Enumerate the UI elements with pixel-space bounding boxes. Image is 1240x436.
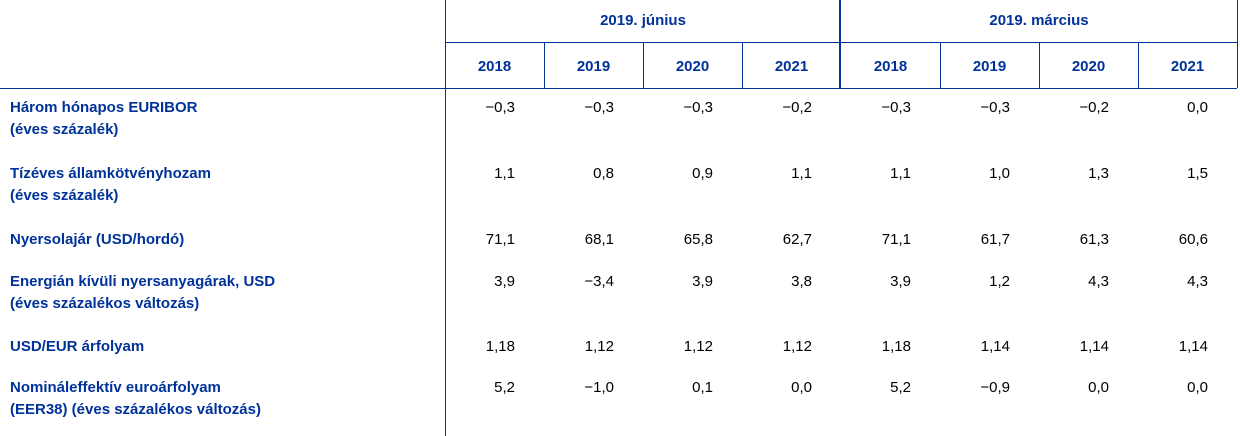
cell-value: −0,3 <box>584 99 614 116</box>
cell-value: 68,1 <box>584 231 614 248</box>
cell-value: 1,5 <box>1187 165 1208 182</box>
cell-value: 0,1 <box>692 379 713 396</box>
row-label: (éves százalék) <box>10 121 119 138</box>
cell-value: 0,0 <box>1187 379 1208 396</box>
cell-value: 0,8 <box>593 165 614 182</box>
rule <box>643 42 644 88</box>
cell-value: 1,2 <box>989 273 1010 290</box>
cell-value: 65,8 <box>683 231 713 248</box>
cell-value: 4,3 <box>1187 273 1208 290</box>
cell-value: 1,18 <box>485 338 515 355</box>
cell-value: −0,3 <box>485 99 515 116</box>
cell-value: −3,4 <box>584 273 614 290</box>
rule <box>742 42 743 88</box>
row-label: (éves százalék) <box>10 187 119 204</box>
cell-value: 5,2 <box>494 379 515 396</box>
cell-value: 1,14 <box>980 338 1010 355</box>
cell-value: 60,6 <box>1178 231 1208 248</box>
year-header: 2020 <box>675 58 710 75</box>
cell-value: 3,9 <box>890 273 911 290</box>
cell-value: 1,14 <box>1079 338 1109 355</box>
year-header: 2019 <box>972 58 1007 75</box>
cell-value: 0,0 <box>1088 379 1109 396</box>
cell-value: −1,0 <box>584 379 614 396</box>
cell-value: 5,2 <box>890 379 911 396</box>
cell-value: 1,3 <box>1088 165 1109 182</box>
rule <box>839 0 841 88</box>
cell-value: −0,3 <box>683 99 713 116</box>
cell-value: 4,3 <box>1088 273 1109 290</box>
rule <box>544 42 545 88</box>
cell-value: 1,14 <box>1178 338 1208 355</box>
row-label: Tízéves államkötvényhozam <box>10 165 211 182</box>
cell-value: 1,12 <box>584 338 614 355</box>
row-label: USD/EUR árfolyam <box>10 338 145 355</box>
row-label: Nomináleffektív euroárfolyam <box>10 379 221 396</box>
cell-value: 1,1 <box>890 165 911 182</box>
rule <box>445 42 1237 43</box>
cell-value: −0,3 <box>881 99 911 116</box>
cell-value: 3,9 <box>494 273 515 290</box>
cell-value: −0,3 <box>980 99 1010 116</box>
year-header: 2019 <box>576 58 611 75</box>
year-header: 2021 <box>1170 58 1205 75</box>
year-header: 2018 <box>873 58 908 75</box>
cell-value: 1,1 <box>494 165 515 182</box>
row-label: Három hónapos EURIBOR <box>10 99 198 116</box>
year-header: 2021 <box>774 58 809 75</box>
cell-value: 71,1 <box>485 231 515 248</box>
rule <box>1138 42 1139 88</box>
rule <box>1039 42 1040 88</box>
cell-value: 0,0 <box>1187 99 1208 116</box>
cell-value: −0,9 <box>980 379 1010 396</box>
cell-value: −0,2 <box>1079 99 1109 116</box>
rule <box>445 0 446 436</box>
cell-value: 0,9 <box>692 165 713 182</box>
cell-value: 3,9 <box>692 273 713 290</box>
row-label: (EER38) (éves százalékos változás) <box>10 401 261 418</box>
rule <box>1237 0 1238 88</box>
cell-value: −0,2 <box>782 99 812 116</box>
cell-value: 62,7 <box>782 231 812 248</box>
cell-value: 1,12 <box>683 338 713 355</box>
row-label: (éves százalékos változás) <box>10 295 200 312</box>
cell-value: 61,7 <box>980 231 1010 248</box>
cell-value: 61,3 <box>1079 231 1109 248</box>
cell-value: 1,0 <box>989 165 1010 182</box>
year-header: 2020 <box>1071 58 1106 75</box>
cell-value: 0,0 <box>791 379 812 396</box>
row-label: Energián kívüli nyersanyagárak, USD <box>10 273 276 290</box>
group-header: 2019. március <box>989 12 1089 29</box>
cell-value: 1,12 <box>782 338 812 355</box>
cell-value: 1,1 <box>791 165 812 182</box>
rule <box>940 42 941 88</box>
rule <box>0 88 1237 89</box>
group-header: 2019. június <box>600 12 686 29</box>
cell-value: 3,8 <box>791 273 812 290</box>
cell-value: 71,1 <box>881 231 911 248</box>
cell-value: 1,18 <box>881 338 911 355</box>
row-label: Nyersolajár (USD/hordó) <box>10 231 185 248</box>
year-header: 2018 <box>477 58 512 75</box>
